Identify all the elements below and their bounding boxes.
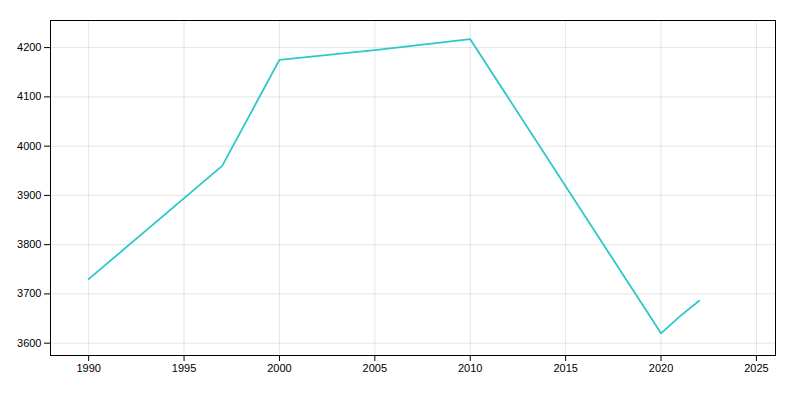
- svg-text:1990: 1990: [76, 362, 100, 374]
- svg-text:3800: 3800: [17, 238, 41, 250]
- svg-text:3700: 3700: [17, 287, 41, 299]
- svg-text:4000: 4000: [17, 140, 41, 152]
- svg-text:2025: 2025: [744, 362, 768, 374]
- svg-text:3600: 3600: [17, 337, 41, 349]
- svg-text:2020: 2020: [649, 362, 673, 374]
- svg-text:2000: 2000: [267, 362, 291, 374]
- svg-text:4100: 4100: [17, 90, 41, 102]
- svg-text:2015: 2015: [553, 362, 577, 374]
- svg-text:1995: 1995: [172, 362, 196, 374]
- svg-text:2005: 2005: [363, 362, 387, 374]
- svg-text:2010: 2010: [458, 362, 482, 374]
- svg-text:4200: 4200: [17, 41, 41, 53]
- svg-text:3900: 3900: [17, 189, 41, 201]
